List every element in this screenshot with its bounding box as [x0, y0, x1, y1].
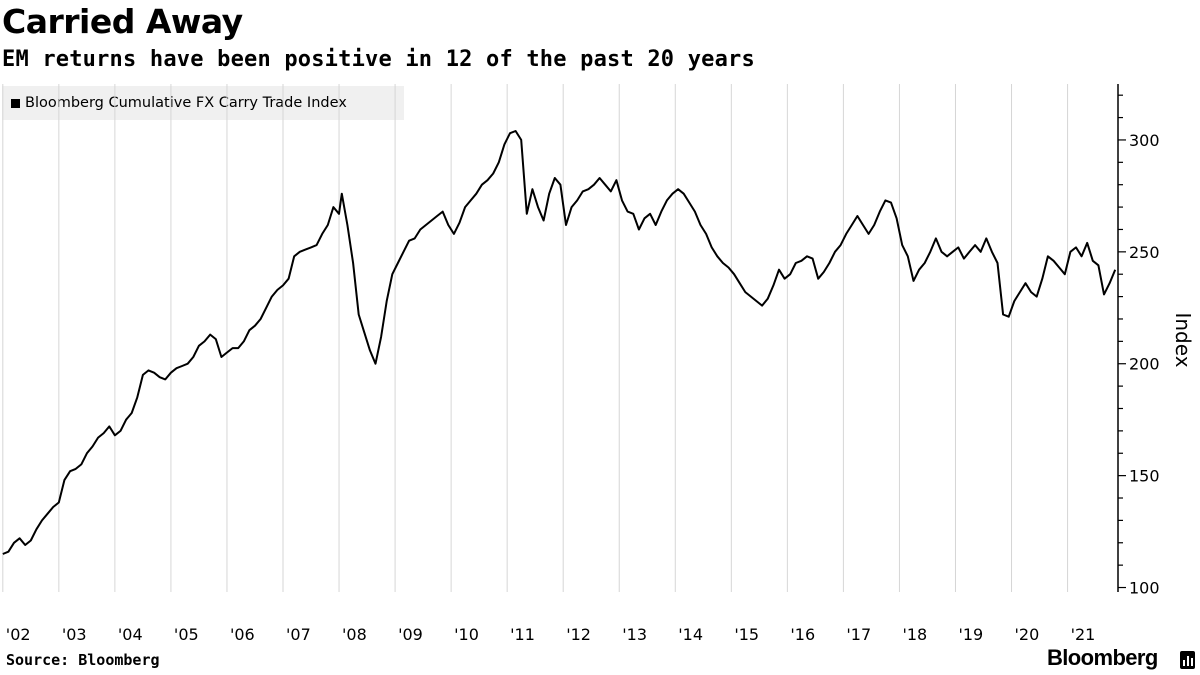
x-tick-label: '07 [286, 625, 311, 644]
bloomberg-logo: Bloomberg [1047, 645, 1158, 670]
legend-label: Bloomberg Cumulative FX Carry Trade Inde… [25, 95, 347, 111]
x-tick-label: '02 [6, 625, 31, 644]
y-axis-label: Index [1171, 312, 1195, 367]
x-tick-label: '10 [454, 625, 479, 644]
x-tick-label: '16 [790, 625, 815, 644]
x-tick-label: '18 [902, 625, 927, 644]
x-tick-label: '15 [734, 625, 759, 644]
x-tick-label: '03 [62, 625, 87, 644]
bloomberg-chart-icon [1180, 651, 1195, 669]
x-tick-label: '14 [678, 625, 703, 644]
x-tick-label: '12 [566, 625, 591, 644]
y-tick-label: 300 [1129, 131, 1160, 150]
source-note: Source: Bloomberg [6, 651, 160, 669]
x-tick-label: '06 [230, 625, 255, 644]
x-tick-label: '19 [958, 625, 983, 644]
x-tick-label: '21 [1071, 625, 1096, 644]
series-line [2, 130, 1117, 555]
x-tick-label: '08 [342, 625, 367, 644]
x-axis: '02 '03 '04 '05 '06 '07 '08 '09 '10 '11 '12 '13 '14 '… [6, 625, 1096, 644]
legend: Bloomberg Cumulative FX Carry Trade Inde… [2, 86, 404, 120]
chart-subtitle: EM returns have been positive in 12 of t… [2, 47, 755, 72]
x-tick-label: '09 [398, 625, 423, 644]
y-tick-label: 200 [1129, 355, 1160, 374]
y-tick-label: 100 [1129, 579, 1160, 598]
legend-swatch-icon [11, 98, 20, 108]
y-tick-label: 250 [1129, 243, 1160, 262]
x-tick-label: '05 [174, 625, 199, 644]
x-tick-label: '11 [510, 625, 535, 644]
y-axis: 100 150 200 250 300 [1117, 84, 1160, 598]
x-tick-label: '17 [846, 625, 871, 644]
chart-title: Carried Away [2, 2, 243, 41]
x-tick-label: '20 [1015, 625, 1040, 644]
y-tick-label: 150 [1129, 467, 1160, 486]
x-tick-label: '13 [622, 625, 647, 644]
x-tick-label: '04 [118, 625, 143, 644]
x-gridlines [2, 84, 1069, 592]
